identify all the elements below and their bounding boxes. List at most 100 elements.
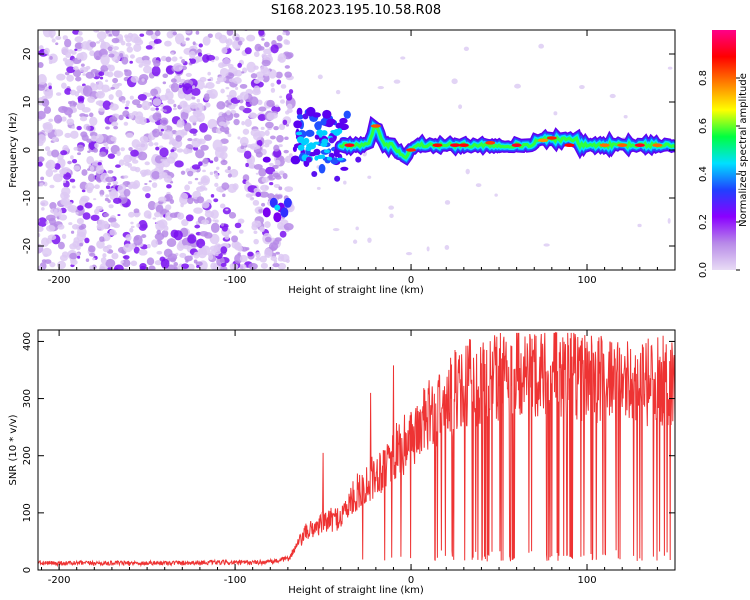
noise-blob (110, 221, 119, 228)
snr-x-ticks: -200 -100 0 100 (41, 330, 676, 586)
noise-blob (196, 98, 201, 103)
noise-blob (219, 67, 229, 77)
noise-blob (87, 150, 91, 154)
noise-blob (116, 82, 123, 87)
noise-blob (51, 149, 60, 158)
noise-blob (95, 80, 104, 90)
noise-blob (444, 245, 450, 250)
noise-blob (257, 46, 265, 51)
noise-blob (229, 263, 236, 270)
noise-blob (133, 234, 143, 246)
noise-blob (261, 53, 267, 59)
noise-blob (199, 122, 208, 133)
snr-x-tick-label: 100 (577, 575, 596, 586)
noise-blob (102, 246, 110, 253)
noise-blob (268, 266, 274, 270)
noise-blob (207, 71, 211, 76)
noise-blob (184, 184, 191, 191)
band-blob (297, 144, 305, 151)
noise-blob (111, 121, 119, 127)
noise-blob (123, 188, 131, 197)
noise-blob (367, 175, 372, 179)
noise-blob (100, 194, 104, 197)
noise-blob (261, 38, 265, 41)
noise-blob (246, 34, 256, 42)
noise-blob (93, 198, 97, 201)
noise-blob (141, 234, 147, 239)
noise-blob (250, 73, 258, 79)
band-blob (311, 171, 318, 177)
noise-blob (120, 147, 125, 152)
noise-blob (259, 191, 269, 198)
noise-blob (220, 246, 228, 254)
noise-blob (196, 238, 206, 249)
noise-blob (111, 37, 120, 44)
noise-blob (139, 262, 147, 270)
noise-blob (153, 38, 162, 44)
noise-blob (69, 252, 78, 260)
noise-blob (207, 118, 218, 130)
noise-blob (205, 81, 215, 89)
band-hotspot (511, 143, 522, 147)
band-blob (296, 114, 304, 120)
noise-blob (159, 147, 169, 158)
noise-blob (274, 159, 281, 166)
noise-blob (104, 197, 109, 202)
noise-blob (284, 136, 289, 140)
noise-blob (197, 52, 203, 57)
band-blob (326, 156, 333, 161)
noise-blob (149, 97, 154, 101)
noise-blob (72, 69, 82, 77)
colorbar: 0.0 0.2 0.4 0.6 0.8 Normalized spectral ampl… (698, 30, 749, 278)
noise-blob (282, 30, 289, 33)
noise-blob (55, 42, 59, 46)
noise-blob (77, 31, 83, 36)
noise-blob (56, 73, 66, 81)
noise-blob (242, 128, 250, 135)
noise-blob (73, 146, 78, 151)
noise-blob (108, 53, 115, 58)
noise-blob (107, 169, 114, 174)
noise-blob (133, 208, 140, 214)
noise-blob (278, 253, 285, 259)
band-blob (328, 137, 335, 144)
noise-blob (78, 225, 85, 230)
noise-blob (280, 84, 287, 89)
noise-blob (70, 155, 74, 160)
noise-blob (151, 182, 158, 188)
colorbar-label: Normalized spectral amplitude (738, 73, 749, 227)
noise-blob (76, 252, 80, 256)
noise-blob (393, 79, 401, 84)
noise-blob (76, 231, 86, 242)
noise-blob (89, 165, 95, 172)
noise-blob (218, 62, 225, 69)
noise-blob (273, 144, 280, 152)
noise-blob (134, 39, 144, 46)
colorbar-ticks: 0.0 0.2 0.4 0.6 0.8 (698, 70, 740, 278)
noise-blob (234, 69, 243, 77)
noise-blob (193, 207, 203, 214)
noise-blob (192, 41, 196, 46)
band-blob (317, 154, 323, 159)
noise-blob (85, 258, 90, 262)
noise-blob (97, 162, 102, 166)
noise-blob (105, 185, 111, 190)
noise-blob (48, 53, 58, 64)
noise-blob (174, 160, 184, 168)
noise-blob (41, 207, 45, 211)
noise-blob (38, 156, 45, 163)
noise-blob (130, 75, 140, 83)
band-blob (334, 175, 341, 182)
noise-blob (220, 262, 227, 268)
noise-blob (205, 102, 211, 108)
band-blob (322, 109, 332, 119)
noise-blob (80, 195, 90, 202)
noise-blob (137, 151, 148, 161)
noise-blob (252, 199, 260, 206)
band-blob (321, 130, 328, 136)
noise-blob (102, 232, 111, 242)
noise-blob (148, 40, 156, 47)
noise-blob (231, 235, 239, 243)
noise-blob (209, 171, 214, 176)
